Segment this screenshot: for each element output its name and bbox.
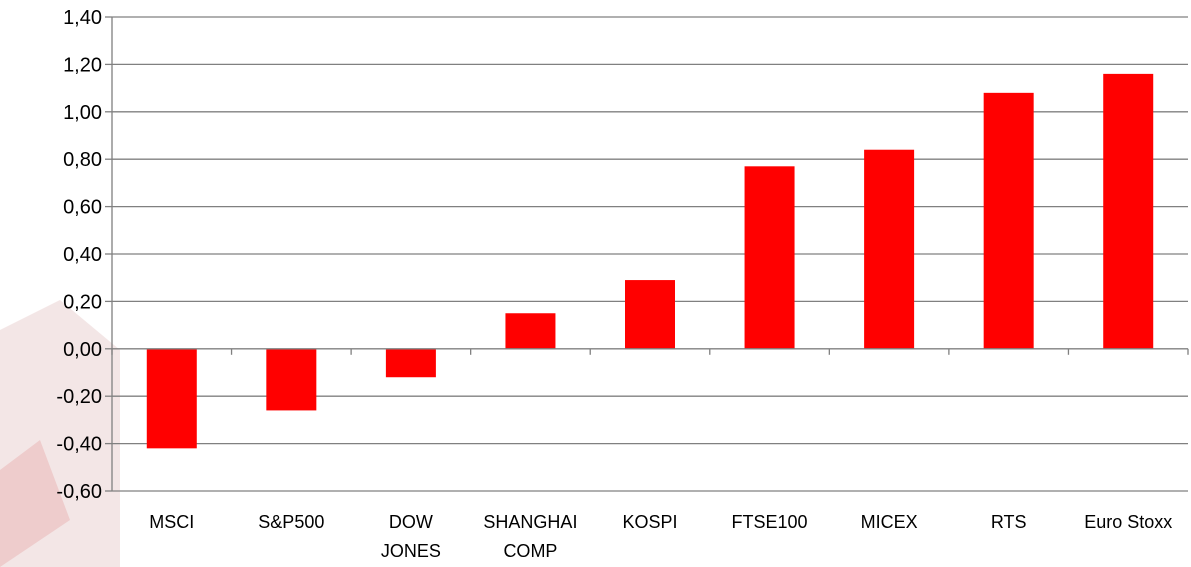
y-tick-label: 0,20	[63, 291, 102, 313]
bar	[1103, 73, 1154, 349]
x-tick-label: COMP	[503, 541, 557, 561]
y-tick-label: 0,00	[63, 339, 102, 361]
axes	[105, 16, 1189, 492]
background-decoration	[0, 300, 120, 567]
y-tick-label: 1,40	[63, 7, 102, 29]
bar	[983, 92, 1034, 349]
y-tick-labels: -0,60 -0,40 -0,20 0,00 0,20 0,40 0,60 0,80 1,00 1…	[56, 7, 102, 503]
bar	[625, 280, 675, 349]
x-tick-label: DOW	[389, 512, 433, 532]
x-tick-labels: MSCI S&P500 DOW JONES SHANGHAI COMP KOSPI FTSE1…	[149, 512, 1172, 561]
bars	[146, 73, 1154, 449]
y-tick-label: 0,60	[63, 197, 102, 219]
y-tick-label: 1,00	[63, 102, 102, 124]
x-tick-label: FTSE100	[732, 512, 808, 532]
y-tick-label: -0,20	[56, 386, 102, 408]
y-tick-label: -0,60	[56, 481, 102, 503]
y-tick-label: -0,40	[56, 434, 102, 456]
x-tick-label: MSCI	[149, 512, 194, 532]
x-tick-label: RTS	[991, 512, 1027, 532]
x-tick-label: KOSPI	[622, 512, 677, 532]
background-shape-accent	[0, 440, 70, 567]
x-tick-label: Euro Stoxx	[1084, 512, 1172, 532]
x-tick-label: JONES	[381, 541, 441, 561]
bar	[146, 348, 197, 449]
bar	[266, 348, 317, 411]
y-tick-label: 1,20	[63, 54, 102, 76]
bar	[385, 348, 436, 378]
bar	[744, 166, 795, 349]
x-tick-label: MICEX	[861, 512, 918, 532]
y-tick-label: 0,40	[63, 244, 102, 266]
x-tick-label: SHANGHAI	[483, 512, 577, 532]
bar	[864, 149, 915, 349]
x-tick-label: S&P500	[258, 512, 324, 532]
y-tick-label: 0,80	[63, 149, 102, 171]
bar	[505, 313, 556, 349]
